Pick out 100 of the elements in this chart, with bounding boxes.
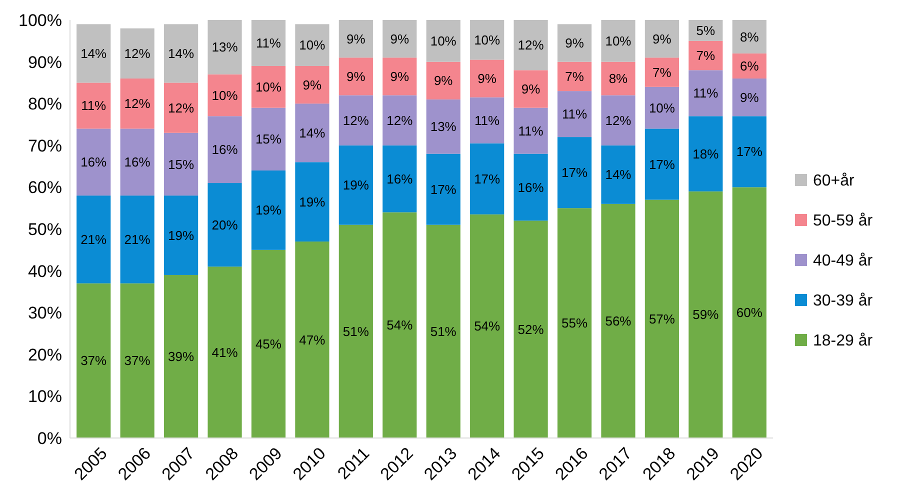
bar (426, 99, 460, 154)
data-label: 8% (740, 29, 760, 44)
data-label: 12% (518, 38, 544, 53)
bar (208, 20, 242, 74)
data-label: 21% (124, 232, 151, 247)
data-label: 10% (430, 33, 457, 48)
data-label: 12% (342, 112, 370, 128)
y-tick-label: 30% (28, 304, 62, 323)
data-label: 39% (168, 349, 194, 364)
bar (426, 20, 460, 62)
bar (164, 274, 198, 438)
bar (688, 191, 723, 438)
y-tick-label: 70% (28, 136, 62, 156)
data-label: 10% (299, 38, 326, 53)
bar (382, 95, 417, 146)
data-label: 9% (740, 90, 760, 105)
data-label: 37% (80, 353, 108, 368)
bar (382, 20, 417, 58)
data-label: 11% (562, 106, 588, 122)
y-tick-label: 50% (28, 220, 62, 239)
bar (295, 162, 330, 242)
data-label: 11% (693, 86, 719, 101)
data-label: 15% (255, 132, 282, 147)
bar (208, 183, 242, 267)
bar (470, 143, 504, 214)
bar (557, 24, 592, 62)
data-label: 17% (430, 182, 457, 197)
bar (557, 208, 592, 438)
data-label: 54% (474, 318, 501, 334)
data-label: 13% (430, 119, 457, 134)
data-label: 7% (565, 68, 584, 84)
data-label: 45% (255, 336, 282, 352)
y-tick-label: 60% (28, 178, 62, 198)
legend-label: 30-39 år (813, 292, 874, 310)
bar (164, 196, 198, 275)
data-label: 16% (124, 154, 151, 170)
bar (295, 66, 330, 104)
bar (120, 196, 154, 284)
data-label: 9% (302, 77, 322, 92)
data-label: 7% (652, 64, 672, 80)
data-label: 55% (562, 316, 588, 331)
bar (338, 58, 373, 96)
bar (120, 28, 154, 79)
data-label: 16% (80, 154, 108, 170)
bar (557, 91, 592, 138)
bar (76, 82, 111, 129)
data-label: 9% (346, 31, 366, 46)
data-label: 10% (605, 33, 632, 48)
data-label: 9% (652, 31, 672, 46)
bar (164, 82, 198, 133)
data-label: 19% (255, 202, 282, 218)
bar (164, 24, 198, 83)
data-label: 14% (168, 46, 194, 61)
data-label: 5% (696, 23, 716, 38)
bar (732, 116, 766, 188)
data-label: 13% (212, 40, 238, 55)
bar (470, 97, 504, 144)
bar (557, 62, 592, 92)
data-label: 10% (474, 32, 501, 48)
data-label: 60% (736, 305, 763, 320)
data-label: 41% (212, 344, 238, 360)
data-label: 9% (346, 68, 366, 84)
data-label: 7% (696, 48, 716, 64)
bar (338, 20, 373, 58)
data-label: 12% (605, 112, 632, 128)
bar (601, 62, 636, 96)
bar (601, 95, 636, 146)
bar (251, 66, 286, 108)
data-label: 51% (342, 324, 370, 339)
legend-label: 60+år (813, 172, 856, 190)
data-label: 10% (648, 100, 676, 116)
bar (76, 24, 111, 83)
bar (557, 137, 592, 208)
data-label: 9% (565, 36, 584, 51)
bar (251, 250, 286, 438)
bar (514, 70, 548, 108)
bar (426, 154, 460, 225)
y-tick-label: 10% (28, 387, 62, 406)
bar (688, 116, 723, 192)
bar (514, 220, 548, 438)
data-label: 20% (212, 217, 238, 232)
data-label: 12% (124, 96, 151, 112)
data-label: 47% (299, 332, 326, 348)
data-label: 17% (562, 165, 588, 180)
bar (338, 145, 373, 225)
data-label: 16% (386, 171, 414, 186)
legend-label: 40-49 år (813, 252, 874, 270)
bar (295, 24, 330, 66)
bar (732, 187, 766, 438)
data-label: 19% (299, 194, 326, 210)
data-label: 11% (474, 112, 500, 128)
data-label: 54% (386, 318, 414, 333)
bar (295, 104, 330, 162)
bar (644, 200, 680, 438)
bar (120, 128, 154, 196)
bar (514, 20, 548, 70)
data-label: 14% (80, 46, 108, 61)
bar (601, 20, 636, 62)
y-tick-label: 0% (37, 428, 62, 448)
data-label: 16% (518, 180, 544, 195)
